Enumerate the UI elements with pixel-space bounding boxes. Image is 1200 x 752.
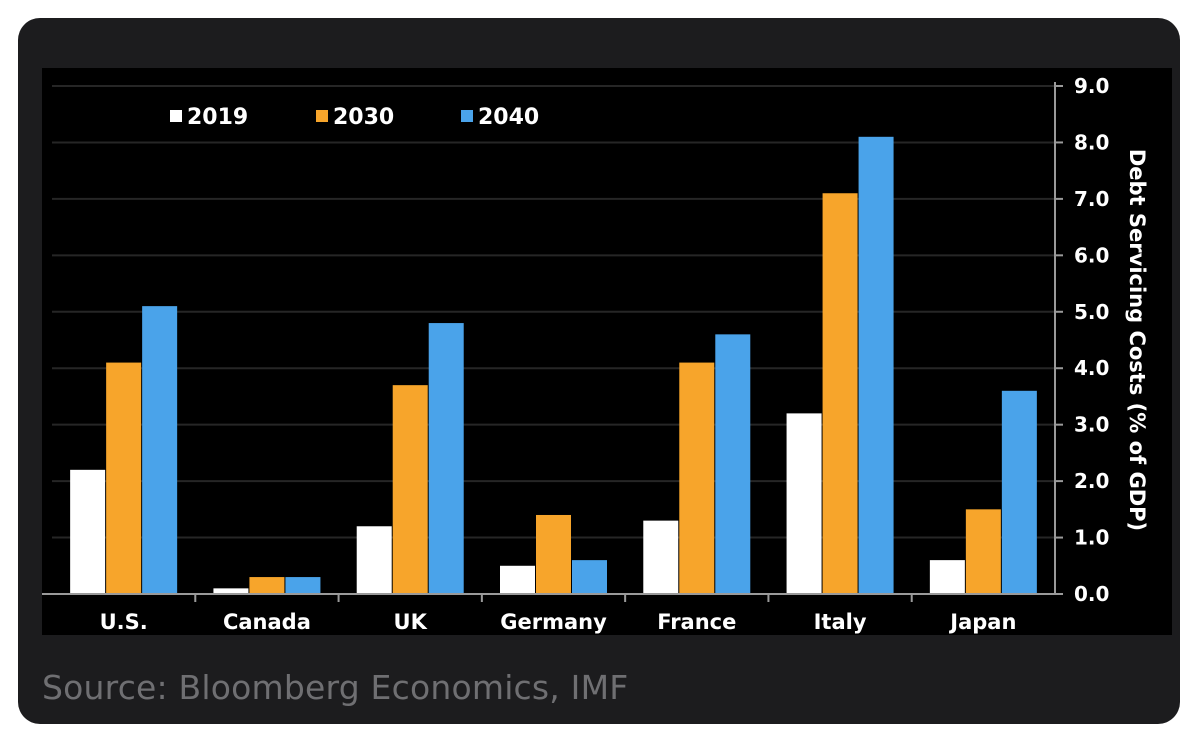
legend-label-2040: 2040	[478, 105, 539, 130]
legend-swatch-2030	[316, 110, 328, 122]
legend-swatch-2019	[170, 110, 182, 122]
bar-italy-2030	[822, 193, 858, 594]
x-tick-label: Canada	[223, 610, 311, 634]
y-tick-label: 2.0	[1074, 469, 1109, 493]
x-tick-label: France	[657, 610, 736, 634]
y-tick-label: 3.0	[1074, 413, 1109, 437]
bar-france-2040	[715, 334, 751, 594]
y-tick-label: 0.0	[1074, 582, 1109, 606]
bar-uk-2030	[392, 385, 428, 594]
x-tick-label: UK	[394, 610, 428, 634]
bar-japan-2019	[929, 560, 965, 594]
x-tick-label: Japan	[948, 610, 1016, 634]
bar-france-2019	[643, 520, 679, 594]
bar-u-s-2030	[106, 362, 142, 594]
legend-label-2030: 2030	[333, 105, 394, 130]
bar-italy-2040	[858, 136, 894, 595]
legend-swatch-2040	[461, 110, 473, 122]
bar-germany-2030	[536, 514, 571, 594]
bar-uk-2040	[428, 323, 464, 594]
y-axis-label: Debt Servicing Costs (% of GDP)	[1125, 149, 1149, 531]
bar-france-2030	[679, 362, 715, 594]
bar-uk-2019	[356, 526, 392, 594]
y-tick-label: 1.0	[1074, 526, 1109, 550]
bar-germany-2040	[572, 560, 607, 594]
x-tick-label: Germany	[500, 610, 607, 634]
bar-u-s-2040	[142, 306, 178, 594]
bar-japan-2040	[1001, 390, 1037, 594]
y-tick-label: 8.0	[1074, 130, 1109, 154]
bar-canada-2019	[213, 588, 249, 594]
bar-japan-2030	[965, 509, 1001, 594]
x-tick-label: Italy	[814, 610, 867, 634]
legend-label-2019: 2019	[187, 105, 248, 130]
x-tick-label: U.S.	[100, 610, 148, 634]
y-tick-label: 6.0	[1074, 243, 1109, 267]
y-tick-label: 5.0	[1074, 300, 1109, 324]
bar-germany-2019	[500, 565, 535, 594]
y-tick-label: 9.0	[1074, 74, 1109, 98]
source-caption: Source: Bloomberg Economics, IMF	[42, 668, 629, 707]
y-tick-label: 4.0	[1074, 356, 1109, 380]
y-tick-label: 7.0	[1074, 187, 1109, 211]
bar-canada-2030	[249, 577, 285, 594]
bar-canada-2040	[285, 577, 321, 594]
bar-italy-2019	[786, 413, 822, 594]
bar-u-s-2019	[70, 469, 106, 594]
